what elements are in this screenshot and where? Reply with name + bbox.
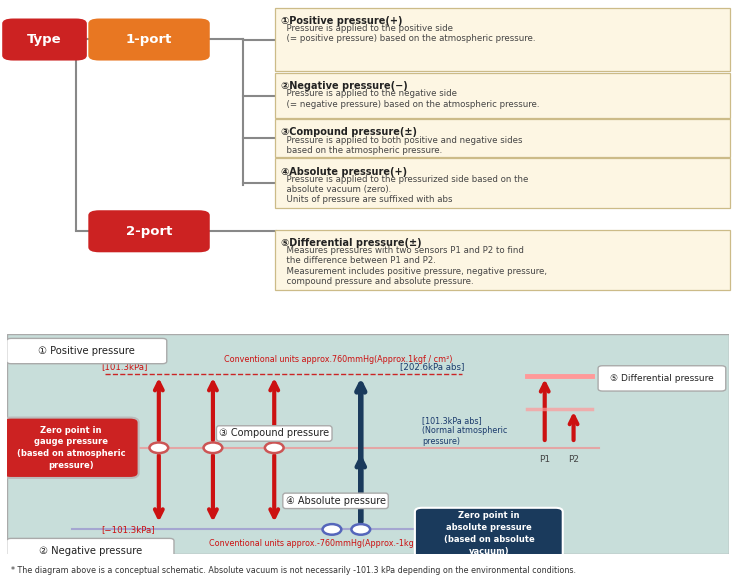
Text: 1-port: 1-port bbox=[126, 33, 172, 46]
FancyBboxPatch shape bbox=[7, 338, 167, 364]
Text: Pressure is applied to the positive side
  (= positive pressure) based on the at: Pressure is applied to the positive side… bbox=[281, 24, 536, 44]
Text: ② Negative pressure: ② Negative pressure bbox=[39, 546, 142, 556]
FancyBboxPatch shape bbox=[598, 366, 726, 391]
Text: Type: Type bbox=[27, 33, 62, 46]
Text: ②Negative pressure(−): ②Negative pressure(−) bbox=[281, 81, 408, 92]
Text: ③ Compound pressure: ③ Compound pressure bbox=[219, 429, 329, 438]
Circle shape bbox=[351, 524, 370, 535]
Text: * The diagram above is a conceptual schematic. Absolute vacuum is not necessaril: * The diagram above is a conceptual sche… bbox=[11, 566, 576, 575]
FancyBboxPatch shape bbox=[275, 73, 730, 118]
Text: Conventional units approx.-760mmHg(Approx.-1kgf / cm²): Conventional units approx.-760mmHg(Appro… bbox=[209, 539, 444, 548]
Text: [101.3kPa]: [101.3kPa] bbox=[101, 362, 147, 371]
Text: [−101.3kPa]: [−101.3kPa] bbox=[101, 525, 155, 534]
Text: Measures pressures with two sensors P1 and P2 to find
  the difference between P: Measures pressures with two sensors P1 a… bbox=[281, 246, 547, 286]
FancyBboxPatch shape bbox=[275, 8, 730, 71]
FancyBboxPatch shape bbox=[275, 119, 730, 157]
Text: ① Positive pressure: ① Positive pressure bbox=[38, 346, 135, 356]
Text: P2: P2 bbox=[568, 455, 579, 464]
Text: ③Compound pressure(±): ③Compound pressure(±) bbox=[281, 128, 417, 137]
Text: Pressure is applied to the negative side
  (= negative pressure) based on the at: Pressure is applied to the negative side… bbox=[281, 89, 539, 109]
Text: ④ Absolute pressure: ④ Absolute pressure bbox=[286, 496, 386, 506]
Text: ④Absolute pressure(+): ④Absolute pressure(+) bbox=[281, 166, 407, 176]
Circle shape bbox=[204, 443, 222, 453]
Text: P1: P1 bbox=[539, 455, 551, 464]
Circle shape bbox=[149, 443, 169, 453]
FancyBboxPatch shape bbox=[415, 508, 563, 559]
Text: [202.6kPa abs]: [202.6kPa abs] bbox=[400, 362, 465, 371]
Circle shape bbox=[265, 443, 283, 453]
Text: [101.3kPa abs]
(Normal atmospheric
pressure): [101.3kPa abs] (Normal atmospheric press… bbox=[422, 416, 507, 446]
FancyBboxPatch shape bbox=[88, 211, 210, 252]
Text: Zero point in
absolute pressure
(based on absolute
vacuum): Zero point in absolute pressure (based o… bbox=[444, 512, 534, 556]
Text: Conventional units approx.760mmHg(Approx.1kgf / cm²): Conventional units approx.760mmHg(Approx… bbox=[224, 355, 452, 364]
Text: ⑤Differential pressure(±): ⑤Differential pressure(±) bbox=[281, 238, 422, 248]
Text: Pressure is applied to both positive and negative sides
  based on the atmospher: Pressure is applied to both positive and… bbox=[281, 136, 523, 155]
Text: Zero point in
gauge pressure
(based on atmospheric
pressure): Zero point in gauge pressure (based on a… bbox=[16, 426, 125, 470]
FancyBboxPatch shape bbox=[275, 158, 730, 208]
FancyBboxPatch shape bbox=[7, 538, 174, 564]
FancyBboxPatch shape bbox=[275, 230, 730, 290]
Text: ⑤ Differential pressure: ⑤ Differential pressure bbox=[610, 374, 714, 383]
Circle shape bbox=[322, 524, 342, 535]
Text: 2-port: 2-port bbox=[126, 225, 172, 238]
FancyBboxPatch shape bbox=[7, 334, 729, 554]
FancyBboxPatch shape bbox=[2, 418, 138, 478]
Text: Pressure is applied to the pressurized side based on the
  absolute vacuum (zero: Pressure is applied to the pressurized s… bbox=[281, 175, 528, 204]
FancyBboxPatch shape bbox=[88, 19, 210, 60]
Text: ①Positive pressure(+): ①Positive pressure(+) bbox=[281, 16, 403, 26]
FancyBboxPatch shape bbox=[2, 19, 87, 60]
